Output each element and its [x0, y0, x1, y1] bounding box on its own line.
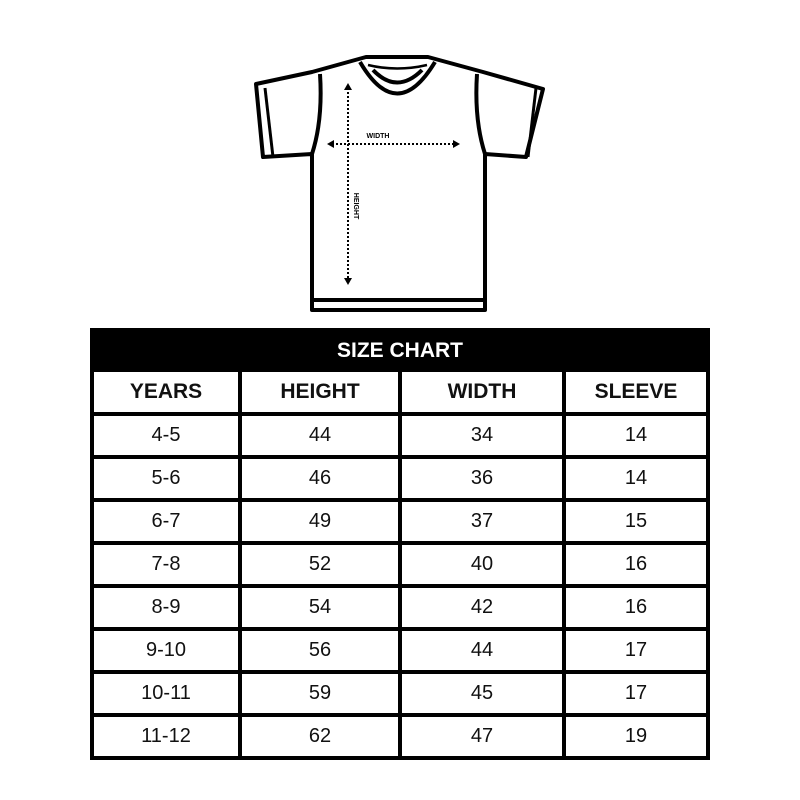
shirt-outline [254, 55, 545, 312]
cell-sleeve: 17 [562, 670, 706, 717]
table-row: 6-7 49 37 15 [94, 498, 706, 545]
cell-years: 8-9 [94, 584, 242, 631]
header-row: YEARS HEIGHT WIDTH SLEEVE [94, 368, 706, 416]
column-header-sleeve: SLEEVE [562, 368, 706, 416]
column-header-height: HEIGHT [238, 368, 402, 416]
size-table: YEARS HEIGHT WIDTH SLEEVE 4-5 44 34 14 5-6 46… [94, 368, 706, 756]
cell-height: 46 [238, 455, 402, 502]
arrow-up-icon [344, 83, 352, 90]
cell-height: 52 [238, 541, 402, 588]
table-row: 4-5 44 34 14 [94, 412, 706, 459]
cell-width: 40 [398, 541, 566, 588]
cell-sleeve: 15 [562, 498, 706, 545]
cell-height: 59 [238, 670, 402, 717]
cell-sleeve: 16 [562, 584, 706, 631]
cell-years: 7-8 [94, 541, 242, 588]
cell-years: 10-11 [94, 670, 242, 717]
table-row: 10-11 59 45 17 [94, 670, 706, 717]
cell-sleeve: 14 [562, 455, 706, 502]
cell-sleeve: 19 [562, 713, 706, 756]
tshirt-diagram: WIDTH HEIGHT [254, 55, 545, 312]
cell-years: 4-5 [94, 412, 242, 459]
shirt-collar-inner [371, 68, 424, 85]
cell-width: 34 [398, 412, 566, 459]
cell-height: 54 [238, 584, 402, 631]
cell-sleeve: 16 [562, 541, 706, 588]
cell-width: 44 [398, 627, 566, 674]
cell-years: 6-7 [94, 498, 242, 545]
arrow-right-icon [453, 140, 460, 148]
arrow-left-icon [327, 140, 334, 148]
cell-width: 42 [398, 584, 566, 631]
cell-height: 62 [238, 713, 402, 756]
height-label: HEIGHT [352, 193, 359, 220]
column-header-years: YEARS [94, 368, 242, 416]
column-header-width: WIDTH [398, 368, 566, 416]
shirt-collar-top [367, 63, 428, 70]
size-chart-title: SIZE CHART [337, 339, 463, 362]
width-label: WIDTH [367, 133, 390, 140]
cell-years: 5-6 [94, 455, 242, 502]
cell-years: 11-12 [94, 713, 242, 756]
table-row: 8-9 54 42 16 [94, 584, 706, 631]
cell-width: 36 [398, 455, 566, 502]
arrow-down-icon [344, 278, 352, 285]
cell-sleeve: 14 [562, 412, 706, 459]
cell-height: 56 [238, 627, 402, 674]
cell-width: 45 [398, 670, 566, 717]
cell-sleeve: 17 [562, 627, 706, 674]
cell-height: 49 [238, 498, 402, 545]
cell-width: 37 [398, 498, 566, 545]
table-row: 9-10 56 44 17 [94, 627, 706, 674]
right-sleeve-seam [474, 73, 487, 155]
size-chart: SIZE CHART YEARS HEIGHT WIDTH SLEEVE 4-5… [90, 328, 710, 760]
cell-years: 9-10 [94, 627, 242, 674]
cell-width: 47 [398, 713, 566, 756]
cell-height: 44 [238, 412, 402, 459]
shirt-collar-outer [358, 60, 437, 96]
left-sleeve-seam [310, 73, 323, 155]
right-sleeve-band [526, 87, 538, 158]
table-row: 7-8 52 40 16 [94, 541, 706, 588]
left-sleeve-band [263, 87, 275, 158]
table-row: 11-12 62 47 19 [94, 713, 706, 756]
table-row: 5-6 46 36 14 [94, 455, 706, 502]
